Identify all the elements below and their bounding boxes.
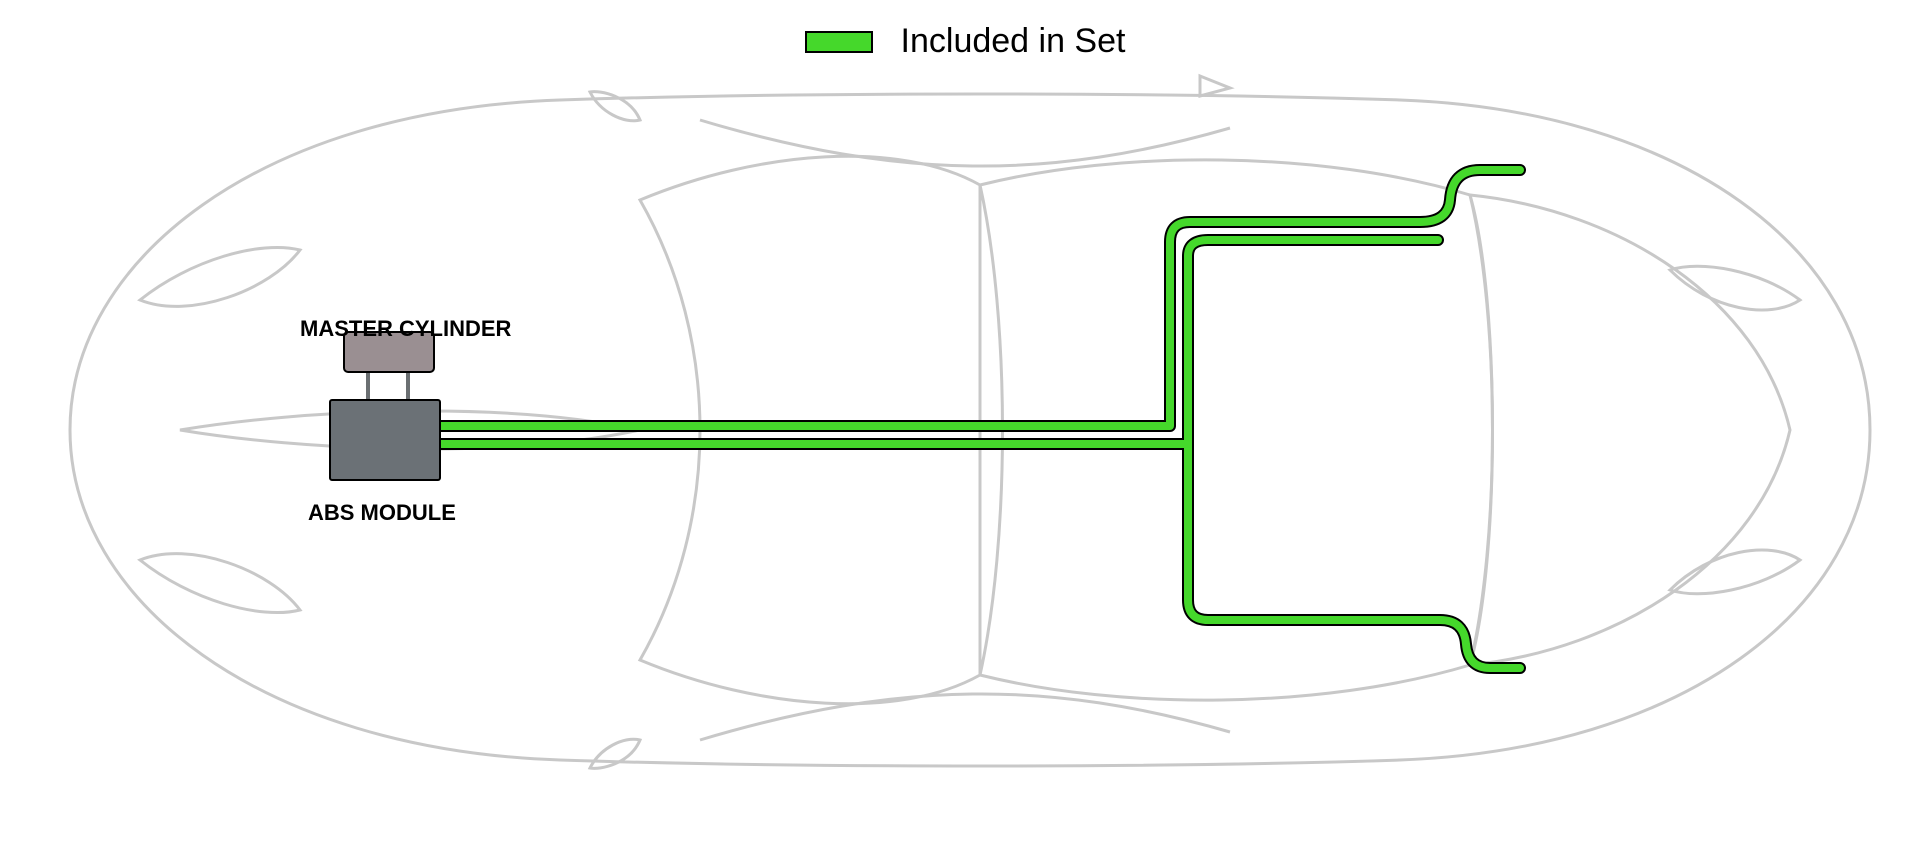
master-cylinder-label: MASTER CYLINDER	[300, 316, 511, 342]
diagram-stage: Included in Set	[0, 0, 1930, 841]
diagram-svg	[0, 0, 1930, 841]
abs-module-label: ABS MODULE	[308, 500, 456, 526]
components	[330, 332, 440, 480]
